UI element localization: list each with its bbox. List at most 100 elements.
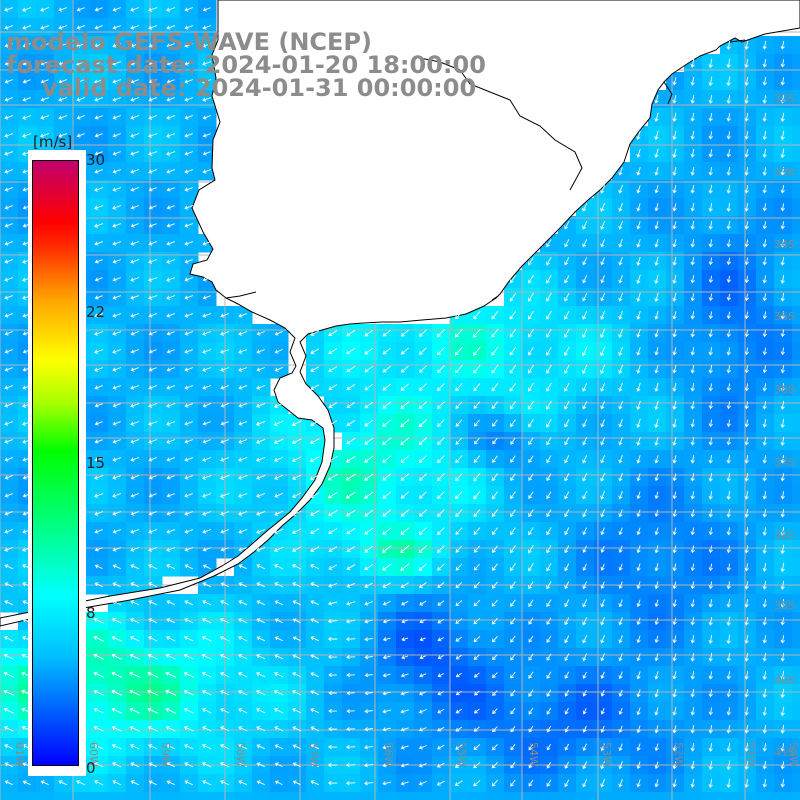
wind-arrow — [184, 385, 194, 390]
wind-arrow — [654, 455, 659, 464]
wind-arrow — [546, 455, 552, 464]
speed-cell — [36, 792, 55, 800]
wind-arrow — [546, 274, 552, 284]
wind-arrow — [130, 457, 139, 462]
wind-arrow — [528, 346, 534, 356]
speed-cell — [378, 792, 397, 800]
wind-arrow — [328, 726, 338, 732]
wind-arrow — [780, 509, 785, 518]
wind-arrow — [238, 690, 248, 696]
wind-arrow — [690, 76, 695, 86]
wind-arrow — [744, 401, 749, 410]
wind-arrow — [40, 115, 50, 120]
wind-arrow — [455, 636, 463, 642]
wind-arrow — [546, 635, 552, 643]
speed-cell — [792, 72, 800, 91]
wind-arrow — [382, 781, 391, 786]
wind-arrow — [220, 385, 230, 390]
wind-arrow — [148, 421, 158, 426]
wind-arrow — [600, 239, 606, 248]
wind-arrow — [94, 529, 103, 534]
wind-arrow — [762, 383, 767, 392]
wind-arrow — [708, 76, 713, 87]
wind-arrow — [564, 599, 570, 608]
wind-arrow — [654, 581, 659, 590]
wind-arrow — [510, 473, 516, 481]
wind-arrow — [744, 472, 749, 482]
wind-arrow — [130, 295, 140, 300]
wind-arrow — [346, 329, 356, 337]
wind-arrow — [256, 744, 266, 750]
wind-arrow — [726, 599, 731, 608]
wind-arrow — [564, 310, 570, 320]
wind-arrow — [546, 671, 552, 679]
wind-arrow — [744, 599, 749, 608]
speed-cell — [252, 792, 271, 800]
wind-arrow — [744, 40, 749, 50]
wind-arrow — [726, 149, 731, 158]
wind-arrow — [345, 619, 356, 624]
wind-arrow — [310, 348, 320, 354]
wind-arrow — [310, 420, 320, 427]
wind-arrow — [473, 401, 481, 409]
wind-arrow — [708, 563, 713, 572]
wind-arrow — [148, 79, 157, 84]
wind-arrow — [636, 148, 641, 158]
wind-arrow — [256, 762, 265, 768]
wind-arrow — [437, 365, 445, 374]
wind-arrow — [492, 672, 498, 679]
wind-arrow — [382, 637, 391, 642]
wind-arrow — [690, 293, 695, 302]
wind-arrow — [202, 475, 212, 480]
wind-arrow — [202, 115, 211, 120]
wind-arrow — [22, 25, 32, 30]
wind-arrow — [4, 205, 13, 210]
wind-arrow — [165, 653, 176, 660]
wind-arrow — [148, 7, 158, 12]
wind-arrow — [546, 761, 552, 769]
wind-arrow — [364, 655, 373, 660]
wind-arrow — [708, 257, 713, 266]
wind-arrow — [618, 491, 623, 500]
wind-arrow — [473, 654, 480, 660]
wind-arrow — [726, 184, 731, 194]
wind-arrow — [564, 418, 570, 428]
wind-arrow — [400, 781, 409, 786]
wind-arrow — [528, 509, 534, 518]
wind-arrow — [364, 383, 374, 391]
wind-arrow — [148, 295, 158, 300]
lon-label: 55W — [455, 742, 468, 767]
wind-arrow — [256, 474, 266, 480]
wind-arrow — [166, 475, 175, 480]
wind-arrow — [274, 348, 283, 354]
wind-arrow — [166, 43, 175, 48]
wind-arrow — [94, 331, 104, 336]
wind-arrow — [238, 564, 247, 570]
wind-arrow — [780, 653, 785, 662]
wind-arrow — [528, 545, 534, 554]
wind-arrow — [690, 112, 695, 122]
wind-arrow — [600, 364, 606, 375]
wind-arrow — [654, 329, 659, 338]
wind-arrow — [618, 346, 624, 356]
wind-arrow — [112, 421, 121, 426]
wind-arrow — [382, 455, 392, 463]
wind-arrow — [4, 582, 14, 588]
wind-arrow — [564, 364, 570, 374]
wind-arrow — [509, 310, 517, 320]
lat-label: 34S — [774, 238, 795, 251]
wind-arrow — [346, 672, 355, 678]
wind-arrow — [491, 509, 499, 518]
wind-arrow — [780, 221, 785, 230]
wind-arrow — [437, 383, 445, 391]
wind-arrow — [744, 527, 749, 536]
wind-arrow — [364, 347, 374, 355]
wind-arrow — [473, 599, 481, 607]
wind-arrow — [528, 761, 534, 769]
wind-arrow — [726, 113, 731, 122]
wind-arrow — [437, 437, 445, 445]
wind-arrow — [546, 239, 552, 248]
wind-arrow — [473, 545, 480, 553]
speed-cell — [720, 792, 739, 800]
wind-arrow — [274, 600, 283, 606]
